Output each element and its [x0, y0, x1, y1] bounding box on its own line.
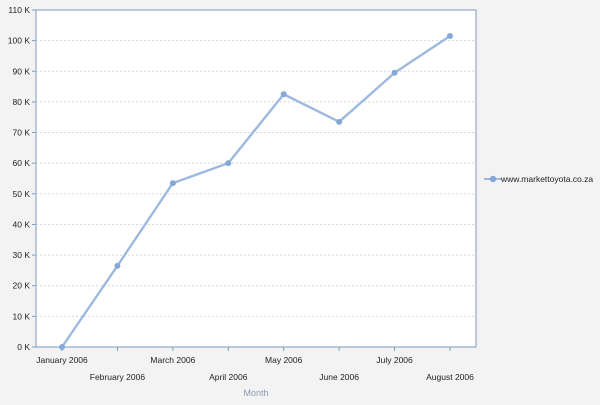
x-tick-label: May 2006 — [265, 355, 303, 365]
plot-area — [35, 9, 477, 348]
y-tick-label: 40 K — [13, 219, 31, 229]
x-tick-label: July 2006 — [376, 355, 413, 365]
y-tick-label: 10 K — [13, 311, 31, 321]
x-tick-label: April 2006 — [209, 372, 248, 382]
series-line — [61, 35, 451, 348]
data-point — [391, 69, 398, 76]
tick-marks — [32, 9, 451, 351]
y-tick-label: 20 K — [13, 281, 31, 291]
series-layer — [59, 33, 453, 350]
data-point — [336, 118, 343, 125]
y-tick-label: 100 K — [8, 36, 31, 46]
x-tick-label: June 2006 — [319, 372, 359, 382]
gridlines — [36, 40, 476, 317]
x-tick-label: August 2006 — [426, 372, 474, 382]
legend-entry: www.markettoyota.co.za — [500, 174, 593, 184]
y-tick-label: 80 K — [13, 97, 31, 107]
data-point — [280, 91, 287, 98]
legend-marker — [489, 175, 497, 183]
y-tick-label: 70 K — [13, 128, 31, 138]
x-tick-label: February 2006 — [90, 372, 146, 382]
data-point — [169, 180, 176, 187]
data-point — [225, 160, 232, 167]
y-tick-label: 50 K — [13, 189, 31, 199]
y-axis-tick-labels: 0 K 10 K 20 K 30 K 40 K 50 K 60 K 70 K 80 K 90 K 1… — [8, 5, 31, 352]
y-tick-label: 90 K — [13, 66, 31, 76]
y-tick-label: 30 K — [13, 250, 31, 260]
y-tick-label: 110 K — [8, 5, 30, 15]
legend: www.markettoyota.co.za — [484, 174, 593, 184]
data-point — [447, 33, 453, 40]
data-point — [114, 262, 121, 269]
y-tick-label: 0 K — [17, 342, 30, 352]
x-tick-label: March 2006 — [150, 355, 195, 365]
x-axis-label: Month — [243, 388, 268, 398]
x-tick-label: January 2006 — [36, 355, 88, 365]
data-point — [59, 344, 65, 350]
y-tick-label: 60 K — [13, 158, 31, 168]
